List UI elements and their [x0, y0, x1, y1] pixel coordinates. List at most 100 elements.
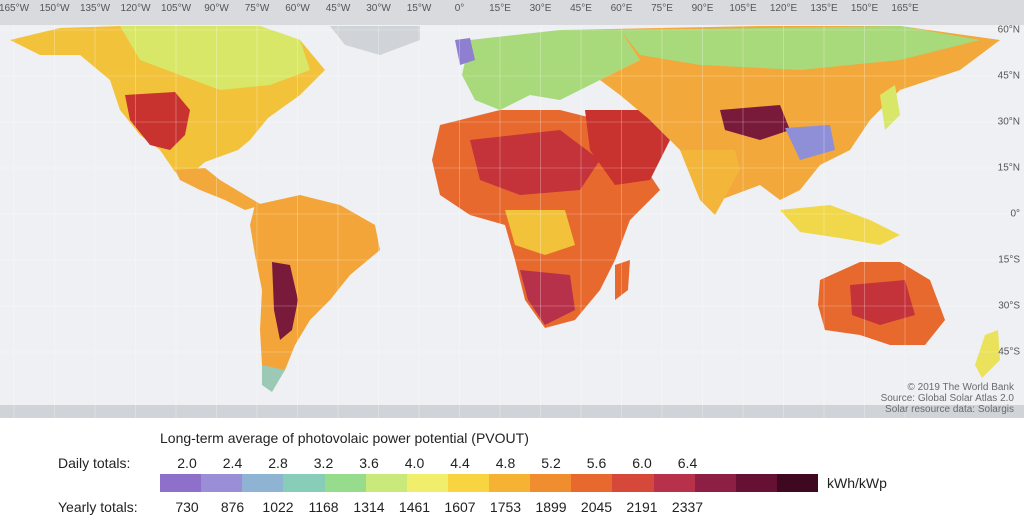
middle-east-landmass	[585, 110, 670, 185]
yearly-value: 2191	[626, 499, 658, 515]
greenland-landmass	[330, 26, 420, 55]
longitude-label: 75°E	[651, 3, 673, 14]
longitude-label: 150°E	[850, 3, 879, 14]
yearly-value: 730	[175, 499, 199, 515]
longitude-label: 165°W	[0, 3, 30, 14]
daily-value: 6.4	[677, 455, 698, 471]
daily-value: 4.0	[404, 455, 425, 471]
solar-potential-map: 165°W 150°W 135°W 120°W 105°W 90°W 75°W 60°W 45°…	[0, 0, 1024, 418]
color-swatch	[283, 474, 325, 492]
latitude-label: 0°	[1010, 208, 1020, 220]
color-swatch	[694, 474, 736, 492]
yearly-value: 1461	[398, 499, 431, 515]
daily-value: 5.2	[541, 455, 561, 471]
longitude-label: 60°W	[285, 3, 310, 14]
longitude-label: 30°W	[366, 3, 391, 14]
central-africa-moderate-zone	[505, 210, 575, 255]
longitude-label: 135°W	[79, 3, 111, 14]
southern-africa-high-zone	[520, 270, 575, 325]
east-china-low-zone	[785, 125, 835, 160]
color-swatch	[365, 474, 407, 492]
color-swatch	[406, 474, 448, 492]
daily-value: 2.8	[268, 455, 288, 471]
color-scale-bar	[160, 474, 818, 492]
longitude-label: 45°E	[570, 3, 592, 14]
color-swatch	[571, 474, 613, 492]
madagascar-landmass	[615, 260, 630, 300]
yearly-value: 1607	[444, 499, 476, 515]
unit-label: kWh/kWp	[827, 475, 887, 491]
longitude-label: 120°E	[769, 3, 798, 14]
color-swatch	[653, 474, 695, 492]
color-swatch	[735, 474, 777, 492]
world-map	[0, 0, 1024, 418]
india-landmass	[680, 150, 740, 215]
daily-totals-label: Daily totals:	[58, 455, 131, 471]
japan-landmass	[880, 85, 900, 130]
daily-value: 6.0	[632, 455, 652, 471]
longitude-label: 15°W	[406, 3, 432, 14]
daily-value: 4.4	[450, 455, 470, 471]
south-america-landmass	[250, 195, 380, 385]
central-america-landmass	[175, 168, 262, 210]
latitude-label: 45°N	[997, 70, 1020, 82]
andes-high-zone	[272, 262, 298, 340]
patagonia-low-zone	[262, 365, 285, 392]
longitude-label: 165°E	[891, 3, 919, 14]
siberia-low-zone	[620, 26, 980, 70]
longitude-label: 120°W	[120, 3, 151, 14]
tibet-high-zone	[720, 105, 790, 140]
yearly-value: 1314	[353, 499, 385, 515]
longitude-label: 90°W	[204, 3, 229, 14]
color-swatch	[612, 474, 654, 492]
daily-value: 4.8	[495, 455, 516, 471]
color-swatch	[447, 474, 489, 492]
yearly-value: 876	[220, 499, 245, 515]
yearly-value: 2045	[580, 499, 613, 515]
legend-title: Long-term average of photovolaic power p…	[160, 430, 529, 446]
longitude-label: 15°E	[489, 3, 511, 14]
top-axis-band	[0, 0, 1024, 25]
yearly-value: 1899	[535, 499, 567, 515]
latitude-label: 60°N	[997, 24, 1020, 36]
us-southwest-high-zone	[125, 92, 190, 150]
color-swatch	[489, 474, 531, 492]
yearly-value: 1168	[308, 499, 339, 515]
longitude-label: 105°E	[729, 3, 757, 14]
yearly-value: 1753	[489, 499, 522, 515]
southeast-asia-islands	[780, 205, 900, 245]
color-swatch	[776, 474, 818, 492]
longitude-label: 30°E	[529, 3, 552, 14]
longitude-label: 135°E	[810, 3, 838, 14]
yearly-value: 1022	[262, 499, 294, 515]
latitude-label: 30°N	[997, 116, 1020, 128]
credit-line: Source: Global Solar Atlas 2.0	[880, 393, 1014, 404]
antarctica-edge	[0, 405, 1024, 418]
daily-value: 5.6	[586, 455, 607, 471]
color-swatch	[530, 474, 572, 492]
longitude-label: 45°W	[325, 3, 351, 14]
color-swatch	[160, 474, 202, 492]
sahara-high-zone	[470, 130, 600, 195]
pvout-legend: Long-term average of photovolaic power p…	[0, 418, 1024, 526]
daily-value: 3.2	[313, 455, 334, 471]
latitude-label: 15°S	[998, 254, 1020, 266]
yearly-totals-label: Yearly totals:	[58, 499, 138, 515]
new-zealand-landmass	[975, 330, 1000, 378]
color-swatch	[324, 474, 366, 492]
europe-landmass	[462, 30, 640, 110]
color-swatch	[201, 474, 243, 492]
latitude-label: 15°N	[997, 162, 1020, 174]
longitude-label: 75°W	[244, 3, 270, 14]
color-swatch	[242, 474, 284, 492]
credit-line: © 2019 The World Bank	[907, 382, 1014, 393]
canada-cool-zone	[120, 26, 310, 90]
central-australia-high-zone	[850, 280, 915, 325]
daily-value: 2.4	[222, 455, 243, 471]
uk-low-zone	[455, 38, 475, 65]
longitude-label: 0°	[454, 3, 465, 14]
latitude-label: 30°S	[998, 300, 1020, 312]
longitude-label: 90°E	[691, 3, 714, 14]
longitude-label: 105°W	[160, 3, 192, 14]
credit-line: Solar resource data: Solargis	[885, 404, 1014, 415]
